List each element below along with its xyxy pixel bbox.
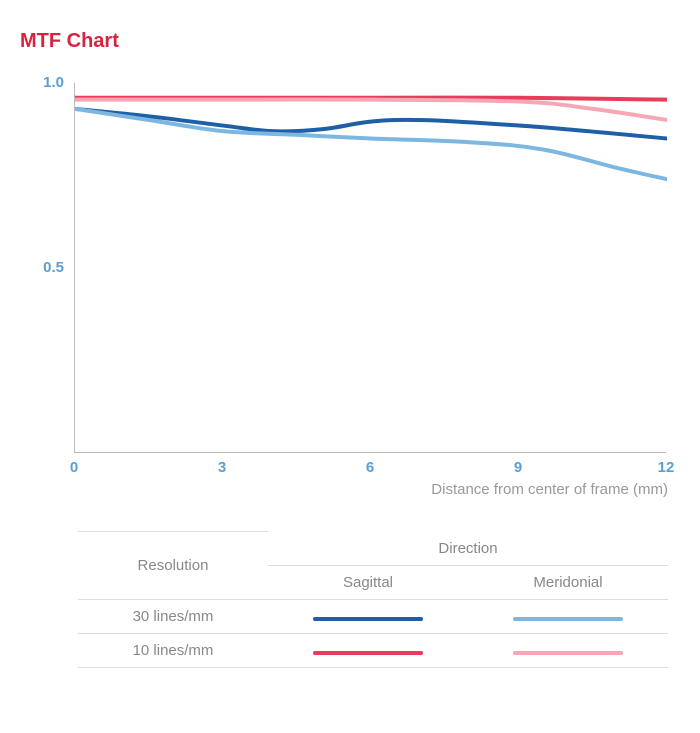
x-tick-label: 3 xyxy=(207,459,237,476)
legend-swatch xyxy=(513,617,623,621)
chart-plot-area xyxy=(74,83,666,453)
y-tick-label: 0.5 xyxy=(24,259,64,276)
legend-swatch xyxy=(513,651,623,655)
x-axis-caption: Distance from center of frame (mm) xyxy=(431,481,668,498)
legend-header-direction: Direction xyxy=(268,532,668,566)
legend-table: Resolution Direction Sagittal Meridonial… xyxy=(78,531,668,668)
x-tick-label: 6 xyxy=(355,459,385,476)
legend-row: 30 lines/mm xyxy=(78,599,668,633)
mtf-chart: 0.5 1.0 0 3 6 9 12 Distance from center of fram… xyxy=(20,77,680,497)
chart-svg xyxy=(75,83,667,453)
legend-header-meridonial: Meridonial xyxy=(468,565,668,599)
x-tick-label: 9 xyxy=(503,459,533,476)
x-tick-label: 12 xyxy=(651,459,681,476)
legend-header-resolution: Resolution xyxy=(78,532,268,600)
x-tick-label: 0 xyxy=(59,459,89,476)
legend-header-sagittal: Sagittal xyxy=(268,565,468,599)
page-title: MTF Chart xyxy=(20,30,680,53)
legend-row-label: 10 lines/mm xyxy=(78,633,268,667)
y-tick-label: 1.0 xyxy=(24,74,64,91)
legend-row: 10 lines/mm xyxy=(78,633,668,667)
legend-row-label: 30 lines/mm xyxy=(78,599,268,633)
legend-swatch xyxy=(313,651,423,655)
legend-swatch xyxy=(313,617,423,621)
